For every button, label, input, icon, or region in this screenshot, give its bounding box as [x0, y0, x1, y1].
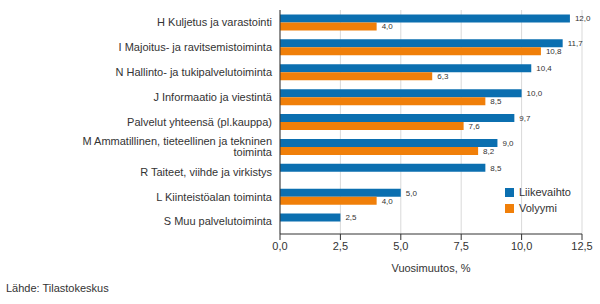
svg-text:6,3: 6,3: [437, 72, 449, 81]
svg-text:4,0: 4,0: [382, 22, 394, 31]
svg-text:J Informaatio ja viestintä: J Informaatio ja viestintä: [153, 91, 272, 103]
svg-text:10,4: 10,4: [536, 64, 552, 73]
svg-text:H Kuljetus ja varastointi: H Kuljetus ja varastointi: [157, 16, 272, 28]
svg-text:8,5: 8,5: [490, 97, 502, 106]
svg-text:2,5: 2,5: [345, 213, 357, 222]
svg-text:9,0: 9,0: [502, 139, 514, 148]
svg-text:7,6: 7,6: [469, 122, 481, 131]
svg-text:8,5: 8,5: [490, 164, 502, 173]
svg-text:Vuosimuutos, %: Vuosimuutos, %: [391, 262, 470, 274]
svg-text:12,5: 12,5: [571, 240, 592, 252]
svg-text:Palvelut yhteensä (pl.kauppa): Palvelut yhteensä (pl.kauppa): [127, 116, 272, 128]
svg-text:4,0: 4,0: [382, 197, 394, 206]
svg-text:8,2: 8,2: [483, 147, 495, 156]
svg-text:5,0: 5,0: [406, 189, 418, 198]
svg-text:11,7: 11,7: [568, 39, 584, 48]
html-text:Lähde: Tilastokeskus: Lähde: Tilastokeskus: [6, 282, 109, 294]
svg-text:I Majoitus- ja ravitsemistoimi: I Majoitus- ja ravitsemistoiminta: [119, 41, 273, 53]
svg-text:M Ammatillinen, tieteellinen j: M Ammatillinen, tieteellinen ja tekninen…: [82, 135, 272, 158]
svg-text:S Muu palvelutoiminta: S Muu palvelutoiminta: [164, 215, 273, 227]
svg-text:0,0: 0,0: [272, 240, 287, 252]
svg-text:L Kiinteistöalan toiminta: L Kiinteistöalan toiminta: [156, 191, 273, 203]
svg-text:9,7: 9,7: [519, 114, 531, 123]
svg-text:10,0: 10,0: [527, 89, 543, 98]
svg-text:5,0: 5,0: [393, 240, 408, 252]
svg-text:10,8: 10,8: [546, 47, 562, 56]
svg-text:R Taiteet, viihde ja virkistys: R Taiteet, viihde ja virkistys: [140, 166, 272, 178]
html-text:Volyymi: Volyymi: [519, 202, 557, 214]
svg-text:7,5: 7,5: [454, 240, 469, 252]
svg-text:10,0: 10,0: [511, 240, 532, 252]
html-text:Liikevaihto: Liikevaihto: [519, 186, 571, 198]
svg-text:2,5: 2,5: [333, 240, 348, 252]
svg-text:N Hallinto- ja tukipalvelutoim: N Hallinto- ja tukipalvelutoiminta: [115, 66, 272, 78]
svg-text:12,0: 12,0: [575, 14, 591, 23]
